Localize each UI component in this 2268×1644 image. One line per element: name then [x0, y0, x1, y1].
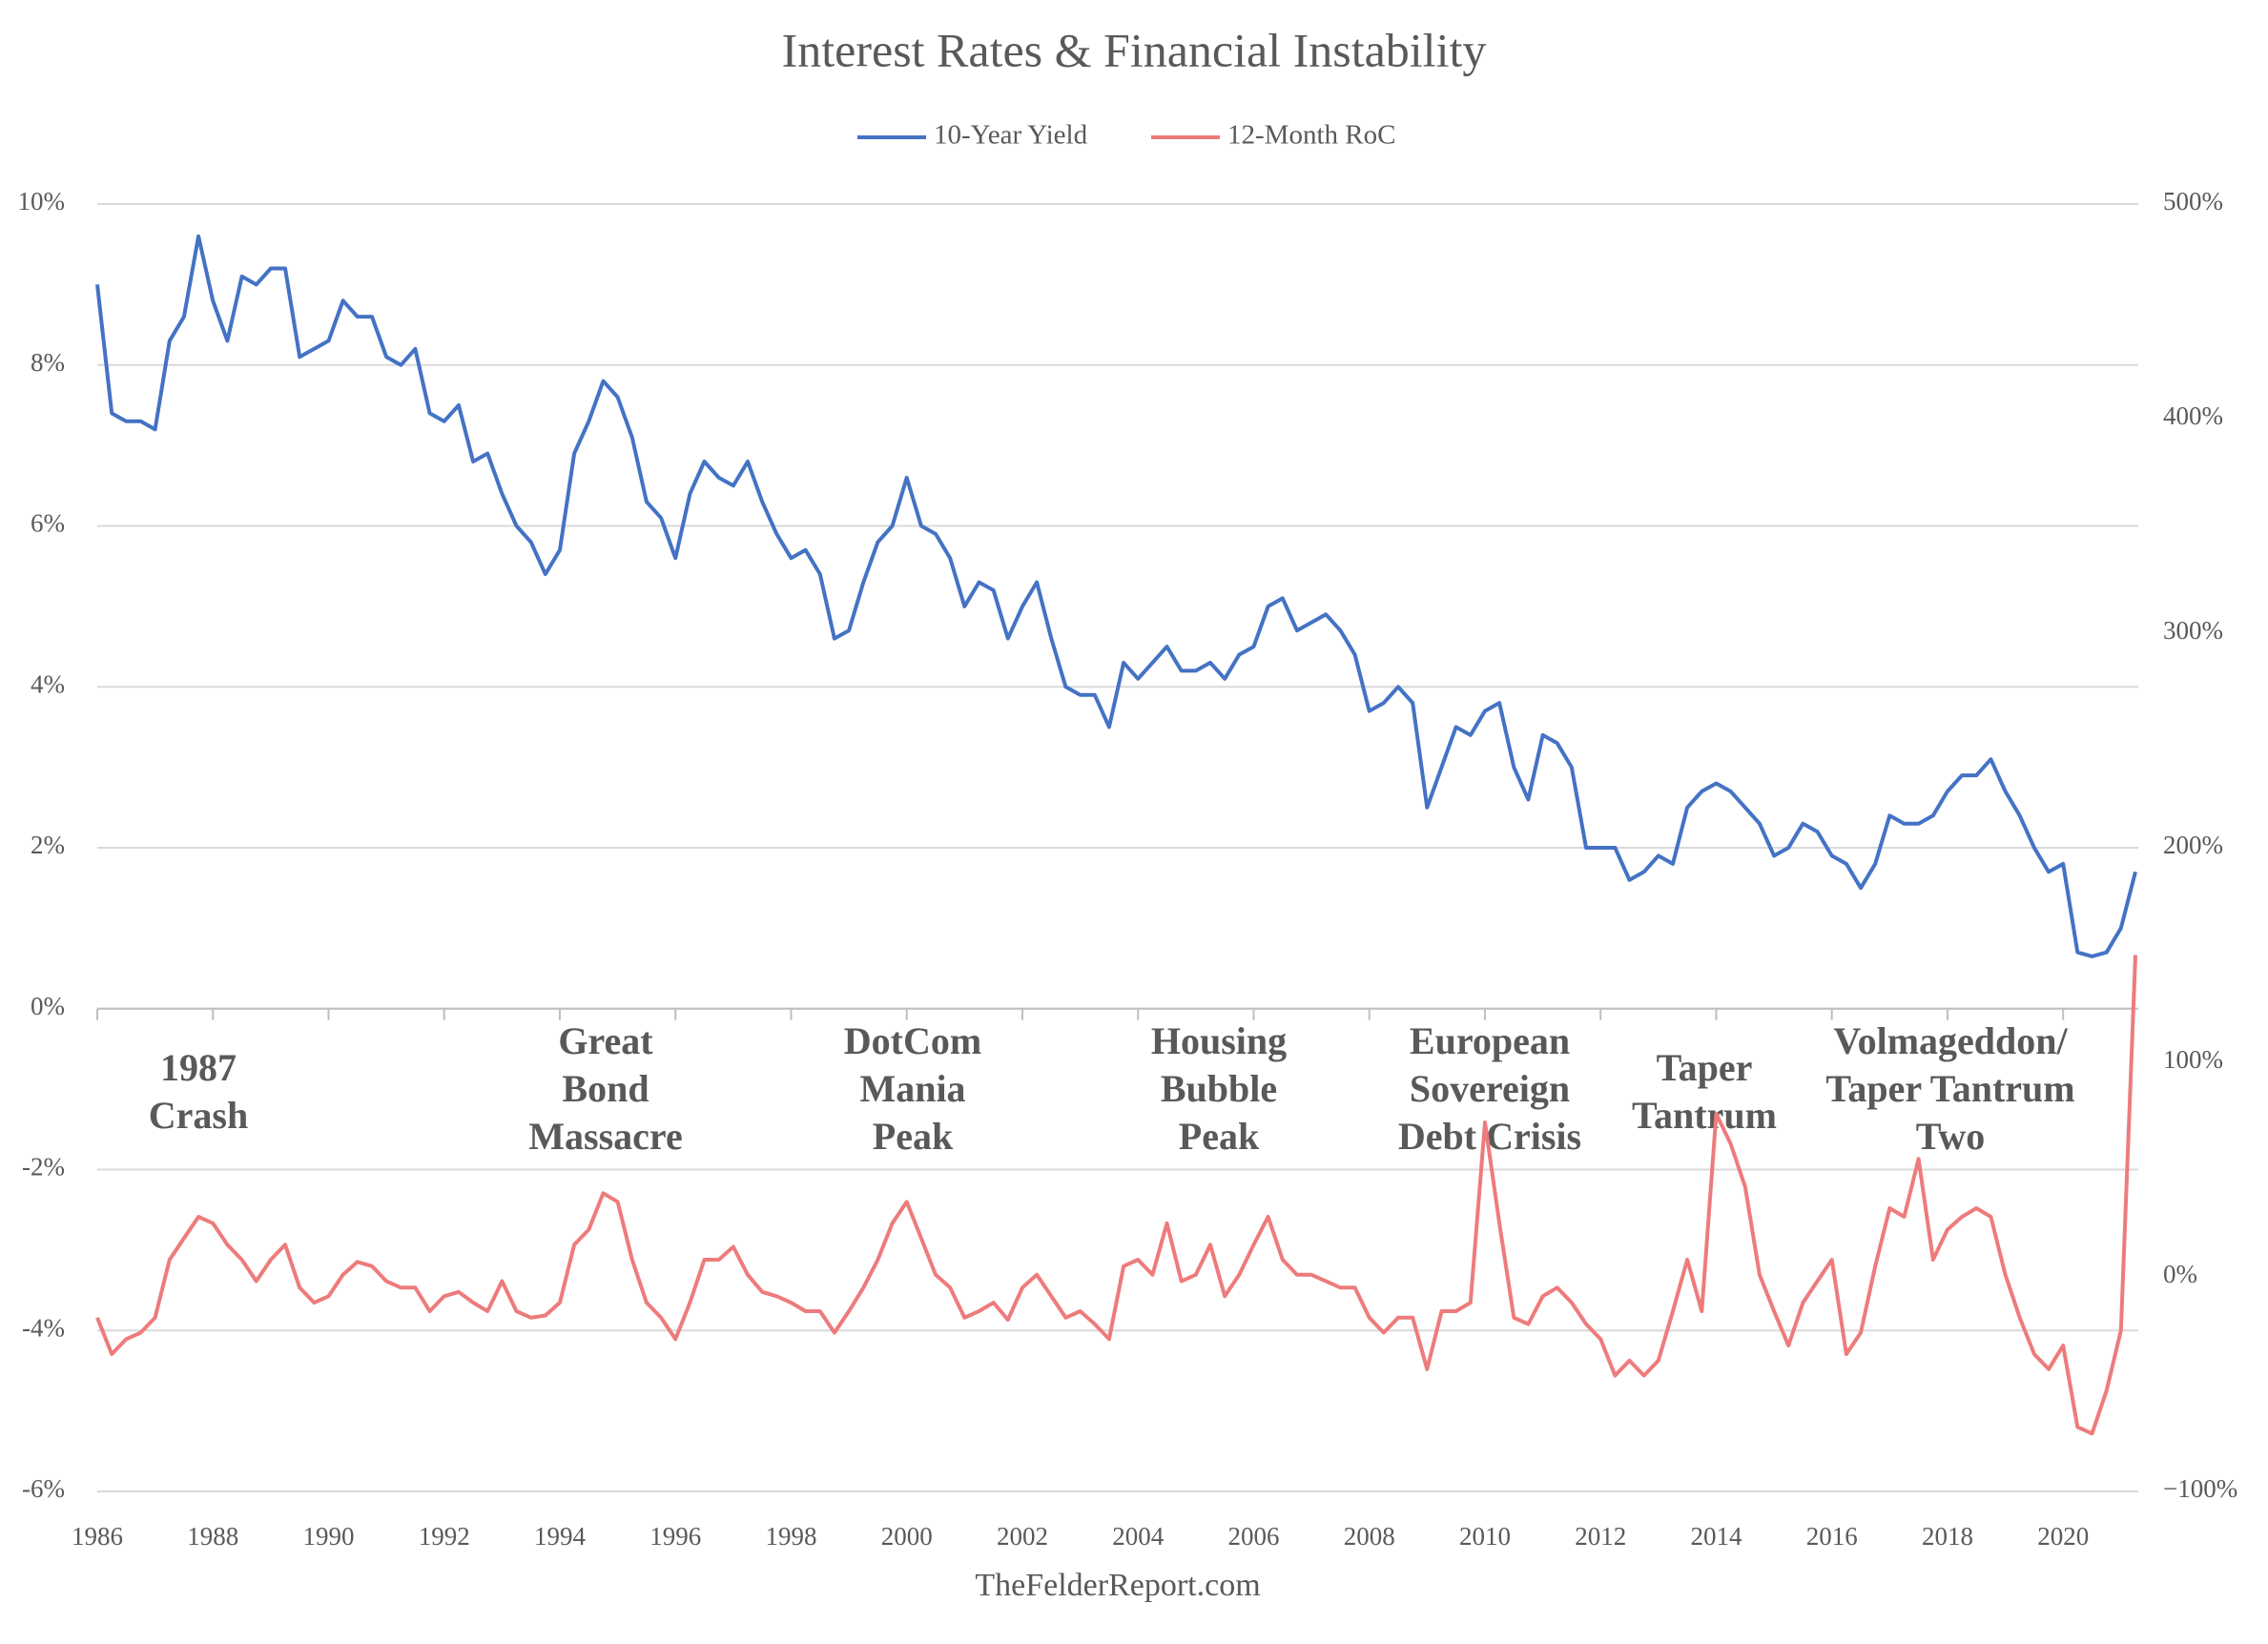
- annotation: Volmageddon/: [1833, 1019, 2068, 1062]
- annotation: DotCom: [844, 1019, 981, 1062]
- annotation: Sovereign: [1410, 1067, 1570, 1110]
- annotation: Mania: [859, 1067, 965, 1110]
- x-tick-label: 2010: [1459, 1522, 1511, 1551]
- annotation: 1987: [160, 1046, 237, 1089]
- annotation: Housing: [1151, 1019, 1287, 1062]
- y-tick-label: 2%: [31, 831, 65, 859]
- y-tick-label: -6%: [22, 1474, 65, 1503]
- y2-tick-label: 200%: [2163, 831, 2223, 859]
- x-tick-label: 2020: [2037, 1522, 2089, 1551]
- x-tick-label: 2014: [1690, 1522, 1742, 1551]
- y-tick-label: -4%: [22, 1313, 65, 1342]
- annotation: Crash: [149, 1094, 248, 1137]
- x-tick-label: 2002: [997, 1522, 1048, 1551]
- annotation: Tantrum: [1632, 1094, 1777, 1137]
- annotation: Taper: [1657, 1046, 1753, 1089]
- x-tick-label: 1996: [649, 1522, 701, 1551]
- x-tick-label: 1998: [765, 1522, 816, 1551]
- x-tick-label: 2000: [881, 1522, 933, 1551]
- y2-tick-label: −100%: [2163, 1474, 2237, 1503]
- y-tick-label: 6%: [31, 509, 65, 538]
- x-tick-label: 1990: [302, 1522, 354, 1551]
- y2-tick-label: 400%: [2163, 401, 2223, 430]
- x-tick-label: 2012: [1575, 1522, 1626, 1551]
- annotation: Two: [1916, 1115, 1986, 1158]
- x-tick-label: 2004: [1112, 1522, 1165, 1551]
- annotation: Taper Tantrum: [1825, 1067, 2074, 1110]
- x-tick-label: 2006: [1227, 1522, 1279, 1551]
- y2-tick-label: 500%: [2163, 187, 2223, 216]
- annotation: Bond: [562, 1067, 649, 1110]
- y2-tick-label: 100%: [2163, 1045, 2223, 1074]
- annotation: European: [1410, 1019, 1570, 1062]
- annotation: Peak: [873, 1115, 954, 1158]
- x-tick-label: 2016: [1806, 1522, 1858, 1551]
- series-line: [95, 234, 2137, 958]
- annotation: Great: [558, 1019, 653, 1062]
- x-tick-label: 1994: [534, 1522, 587, 1551]
- y-tick-label: 8%: [31, 348, 65, 377]
- annotation: Massacre: [528, 1115, 682, 1158]
- chart-title: Interest Rates & Financial Instability: [782, 23, 1487, 76]
- annotation: Peak: [1179, 1115, 1260, 1158]
- y-tick-label: 10%: [18, 187, 66, 216]
- y-tick-label: 4%: [31, 669, 65, 698]
- x-tick-label: 1988: [187, 1522, 238, 1551]
- source: TheFelderReport.com: [975, 1568, 1260, 1603]
- legend-label: 12-Month RoC: [1227, 120, 1395, 151]
- x-tick-label: 2018: [1922, 1522, 1973, 1551]
- series-line: [95, 955, 2137, 1436]
- annotation: Bubble: [1161, 1067, 1277, 1110]
- legend-label: 10-Year Yield: [934, 120, 1088, 151]
- y2-tick-label: 300%: [2163, 616, 2223, 645]
- x-tick-label: 1992: [419, 1522, 470, 1551]
- y-tick-label: 0%: [31, 992, 65, 1020]
- y2-tick-label: 0%: [2163, 1260, 2197, 1288]
- y-tick-label: -2%: [22, 1153, 65, 1182]
- x-tick-label: 2008: [1344, 1522, 1395, 1551]
- x-tick-label: 1986: [72, 1522, 123, 1551]
